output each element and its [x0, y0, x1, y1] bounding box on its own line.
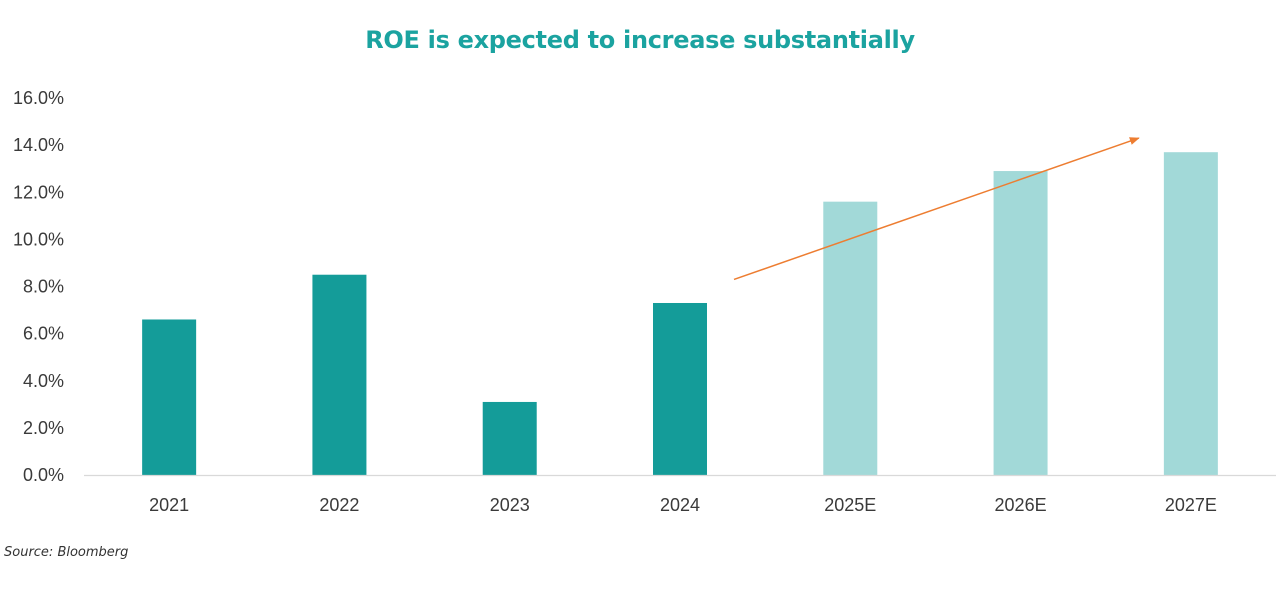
bar-2021 [142, 319, 197, 475]
source-note: Source: Bloomberg [4, 545, 129, 560]
x-tick-label: 2027E [1165, 495, 1217, 515]
x-tick-label: 2023 [490, 495, 530, 515]
y-axis: 0.0% 2.0% 4.0% 6.0% 8.0% 10.0% 12.0% 14.0% 16.0% [13, 88, 64, 485]
y-tick-label: 8.0% [23, 277, 64, 297]
y-tick-label: 12.0% [13, 182, 64, 202]
y-tick-label: 10.0% [13, 229, 64, 249]
bar-2026e [993, 171, 1048, 475]
y-tick-label: 2.0% [23, 418, 64, 438]
trend-arrow [733, 137, 1140, 281]
bar-2023 [482, 401, 537, 475]
x-tick-label: 2026E [995, 495, 1047, 515]
y-tick-label: 6.0% [23, 324, 64, 344]
bar-2025e [823, 201, 878, 476]
bars [142, 152, 1218, 476]
x-tick-label: 2021 [149, 495, 189, 515]
x-tick-label: 2024 [660, 495, 700, 515]
y-tick-label: 16.0% [13, 88, 64, 108]
chart-title: ROE is expected to increase substantiall… [365, 26, 915, 54]
bar-2024 [653, 302, 707, 475]
bar-2027e [1163, 152, 1218, 475]
x-axis: 2021 2022 2023 2024 2025E 2026E 2027E [149, 495, 1217, 515]
bar-2022 [312, 274, 367, 475]
y-tick-label: 4.0% [23, 371, 64, 391]
y-tick-label: 0.0% [23, 465, 64, 485]
x-tick-label: 2025E [824, 495, 876, 515]
x-tick-label: 2022 [319, 495, 359, 515]
y-tick-label: 14.0% [13, 135, 64, 155]
